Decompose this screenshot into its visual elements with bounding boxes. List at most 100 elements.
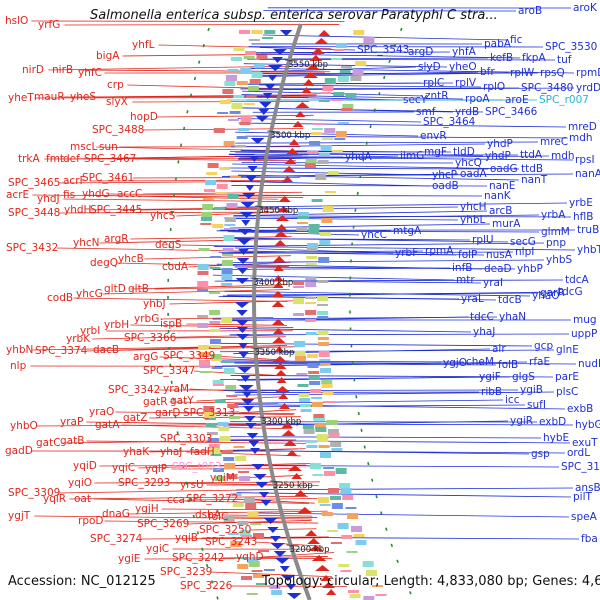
leader-line	[236, 492, 572, 498]
reverse-gene-label: ygjT	[8, 510, 31, 522]
reverse-strand-gene	[271, 291, 285, 297]
reverse-gene-label: ygiE	[118, 553, 140, 565]
cog-feature-block	[253, 533, 264, 538]
feature-tracks	[167, 23, 415, 600]
forward-strand-gene	[263, 518, 278, 524]
leader-line	[212, 316, 498, 320]
forward-strand-gene	[258, 109, 270, 115]
cog-feature-block	[253, 64, 265, 68]
leader-line	[230, 223, 491, 229]
reverse-gene-label: SPC_3445	[90, 204, 142, 216]
reverse-gene-label: fadH	[190, 446, 215, 458]
reverse-gene-label: gltD	[104, 283, 126, 295]
reverse-strand-gene	[303, 72, 319, 78]
cog-feature-block	[328, 488, 339, 493]
cog-feature-block	[321, 380, 333, 384]
reverse-gene-label: yrbI	[80, 325, 100, 337]
leader-line	[250, 512, 570, 518]
cog-feature-block	[317, 497, 329, 503]
leader-line	[228, 153, 519, 156]
leader-line	[218, 250, 424, 253]
forward-gene-label: mtr	[456, 274, 475, 286]
forward-strand-gene	[245, 185, 255, 191]
reverse-strand-gene	[297, 507, 312, 513]
forward-strand-gene	[270, 543, 285, 549]
forward-gene-label: fba	[581, 533, 598, 545]
forward-gene-label: zntR	[425, 90, 449, 102]
forward-strand-gene	[285, 584, 297, 590]
reverse-strand-gene	[291, 473, 303, 479]
cog-feature-block	[221, 274, 233, 280]
forward-gene-label: rpsQ	[540, 67, 565, 79]
forward-strand-gene	[236, 310, 248, 316]
forward-gene-label: ribB	[481, 386, 502, 398]
cog-feature-block	[317, 311, 329, 315]
cog-feature-block	[318, 445, 330, 448]
leader-line	[56, 247, 286, 253]
cog-feature-block	[235, 456, 247, 461]
cog-feature-block	[306, 256, 318, 259]
leader-line	[259, 58, 556, 61]
cog-feature-block	[230, 493, 242, 496]
cog-feature-block	[345, 93, 357, 98]
cog-feature-block	[205, 423, 217, 427]
forward-strand-gene	[240, 376, 251, 382]
reverse-gene-label: SPC_3432	[6, 242, 58, 254]
reverse-gene-label: fis	[63, 189, 75, 201]
reverse-gene-label: degS	[155, 239, 182, 251]
cog-feature-block	[375, 594, 387, 596]
reverse-strand-gene	[286, 450, 298, 456]
forward-strand-gene	[279, 566, 290, 572]
forward-strand-gene	[255, 116, 269, 122]
leader-line	[73, 297, 288, 302]
forward-gene-label: ilmG	[400, 150, 424, 162]
forward-gene-label: pabA	[484, 38, 512, 50]
cog-feature-block	[353, 30, 365, 35]
leader-line	[130, 236, 292, 240]
forward-gene-label: gcp	[534, 340, 553, 352]
cog-feature-block	[317, 337, 329, 340]
forward-gene-label: yhcH	[460, 201, 487, 213]
cog-feature-block	[238, 128, 250, 131]
reverse-strand-gene	[282, 166, 296, 172]
reverse-gene-label: crp	[107, 79, 124, 91]
cog-feature-block	[294, 351, 306, 356]
cog-feature-block	[222, 248, 234, 251]
leader-line	[149, 416, 301, 419]
cog-feature-block	[209, 329, 221, 331]
cog-feature-block	[317, 316, 329, 319]
reverse-strand-gene	[281, 422, 293, 428]
forward-gene-label: argD	[408, 46, 433, 58]
cog-feature-block	[296, 373, 308, 375]
reverse-gene-label: yhaK	[123, 446, 150, 458]
forward-strand-gene	[273, 49, 287, 55]
cog-feature-block	[308, 228, 320, 234]
cog-feature-block	[221, 450, 233, 453]
leader-line	[240, 87, 520, 90]
reverse-gene-label: yqiO	[68, 477, 92, 489]
forward-gene-label: rplO	[483, 81, 505, 93]
cog-feature-block	[247, 512, 259, 517]
cog-feature-block	[201, 212, 213, 217]
cog-feature-block	[207, 163, 219, 168]
reverse-strand-gene	[284, 158, 297, 164]
leader-line	[236, 107, 484, 113]
cog-feature-block	[197, 315, 209, 318]
leader-line	[176, 211, 282, 217]
cog-feature-block	[209, 310, 221, 315]
cog-feature-block	[355, 61, 367, 66]
reverse-strand-gene	[271, 319, 285, 325]
cog-feature-block	[219, 436, 231, 441]
cog-feature-block	[232, 503, 244, 507]
cog-feature-block	[326, 420, 338, 425]
leader-line	[255, 536, 580, 540]
forward-gene-label: yrbF	[395, 247, 418, 259]
reverse-gene-label: yheT	[8, 92, 34, 104]
forward-gene-label: rpmD	[576, 67, 600, 79]
leader-line	[259, 84, 482, 88]
reverse-gene-label: ygiC	[146, 543, 169, 555]
cog-feature-block	[345, 507, 357, 509]
reverse-strand-gene	[282, 176, 293, 182]
kbp-tick	[251, 347, 264, 350]
reverse-strand-gene	[278, 196, 291, 202]
